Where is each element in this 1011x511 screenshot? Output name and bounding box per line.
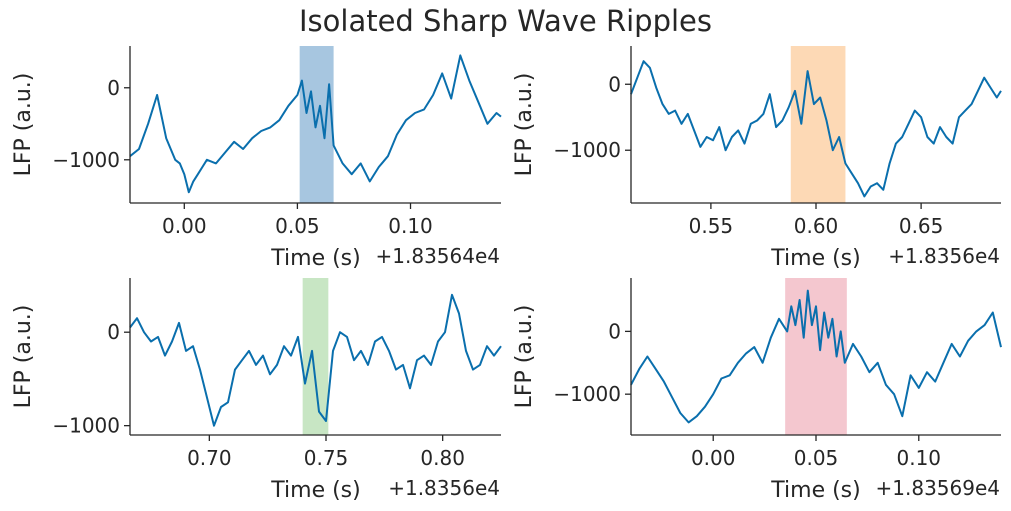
x-axis-label: Time (s) [270, 246, 360, 271]
lfp-trace-line [129, 293, 502, 427]
x-tick-label: 0.70 [187, 446, 232, 470]
y-tick-label: 0 [107, 320, 120, 344]
y-tick-label: −1000 [52, 414, 120, 438]
x-axis-offset-label: +1.83569e4 [876, 476, 1001, 500]
y-axis-label: LFP (a.u.) [512, 73, 537, 177]
x-tick-label: 0.00 [691, 446, 736, 470]
x-axis-label: Time (s) [770, 246, 860, 271]
y-tick-label: 0 [608, 72, 621, 96]
y-tick-label: −1000 [553, 138, 621, 162]
ripple-highlight-band [302, 278, 329, 435]
x-tick-label: 0.55 [689, 214, 734, 238]
lfp-trace-line [630, 289, 1002, 424]
lfp-trace-line [129, 54, 502, 194]
x-axis-label: Time (s) [270, 478, 360, 503]
x-tick-label: 0.05 [794, 446, 839, 470]
y-axis-label: LFP (a.u.) [11, 305, 36, 409]
x-axis-offset-label: +1.8356e4 [888, 244, 1000, 268]
x-axis-offset-label: +1.8356e4 [388, 476, 500, 500]
lfp-trace-line [630, 60, 1002, 198]
x-tick-label: 0.05 [275, 214, 320, 238]
y-axis-label: LFP (a.u.) [512, 305, 537, 409]
x-tick-label: 0.10 [897, 446, 942, 470]
x-axis-offset-label: +1.83564e4 [376, 244, 501, 268]
x-tick-label: 0.60 [794, 214, 839, 238]
subplot-top-left: 0.00 0.05 0.10 0 −1000 Time (s) +1.83564e4 LFP … [11, 46, 502, 271]
figure-title: Isolated Sharp Wave Ripples [298, 4, 713, 38]
y-axis-label: LFP (a.u.) [11, 73, 36, 177]
ripple-highlight-band [790, 46, 846, 203]
y-tick-label: −1000 [52, 148, 120, 172]
subplot-bottom-right: 0.00 0.05 0.10 0 −1000 Time (s) +1.83569e4 LFP … [512, 278, 1002, 503]
x-tick-label: 0.65 [899, 214, 944, 238]
y-tick-label: 0 [608, 319, 621, 343]
x-tick-label: 0.00 [162, 214, 207, 238]
x-axis-label: Time (s) [770, 478, 860, 503]
x-tick-label: 0.75 [304, 446, 349, 470]
x-tick-label: 0.80 [420, 446, 465, 470]
y-tick-label: −1000 [553, 382, 621, 406]
y-tick-label: 0 [107, 76, 120, 100]
subplot-bottom-left: 0.70 0.75 0.80 0 −1000 Time (s) +1.8356e4 LFP (… [11, 278, 502, 503]
x-tick-label: 0.10 [388, 214, 433, 238]
subplot-top-right: 0.55 0.60 0.65 0 −1000 Time (s) +1.8356e4 LFP (… [512, 46, 1002, 271]
